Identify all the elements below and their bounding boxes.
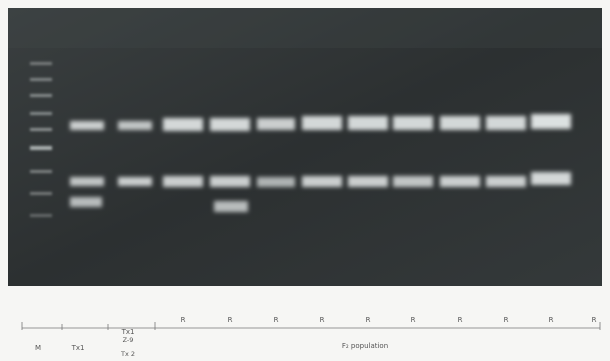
lane-label-10: R: [458, 316, 463, 324]
lane-label-12: R: [549, 316, 554, 324]
parent-label-top: Z-9: [123, 336, 134, 344]
lane-baseline: [21, 322, 601, 330]
lane-label-13: R: [592, 316, 597, 324]
parent-label-bottom: Tx 2: [120, 350, 135, 358]
gel-haze: [8, 8, 602, 48]
lane-label-3: Tx1: [121, 328, 135, 336]
lane-label-8: R: [366, 316, 371, 324]
lane-label-1: M: [35, 344, 41, 352]
lane-labels: M Tx1 Tx1 R R R R R R R R R R: [35, 316, 597, 352]
lane-label-7: R: [320, 316, 325, 324]
lane-label-2: Tx1: [71, 344, 85, 352]
lane-label-4: R: [181, 316, 186, 324]
lane-label-6: R: [274, 316, 279, 324]
marker-ladder-left: [30, 62, 52, 217]
population-caption: F₂ population: [342, 342, 388, 350]
lane-label-5: R: [228, 316, 233, 324]
lane-label-9: R: [411, 316, 416, 324]
gel-background: [8, 8, 602, 286]
sample-bands: [70, 114, 571, 212]
lane-label-11: R: [504, 316, 509, 324]
